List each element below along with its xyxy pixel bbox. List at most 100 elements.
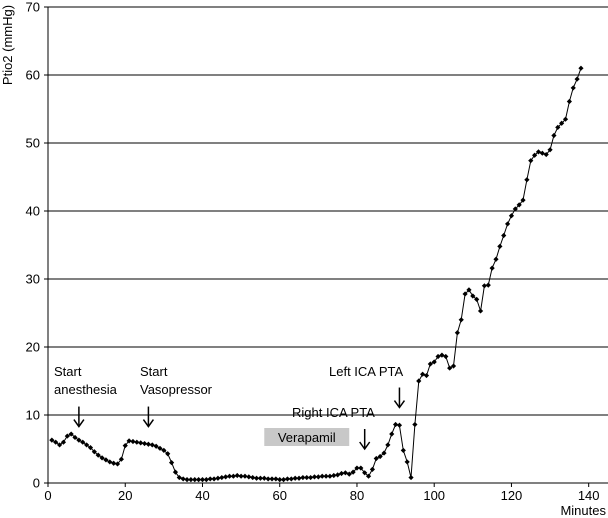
data-point-53 <box>250 474 256 481</box>
start-vasopressor-arrow <box>142 406 155 428</box>
data-point-8 <box>76 437 82 443</box>
data-point-78 <box>346 471 352 477</box>
data-point-60 <box>277 477 283 483</box>
data-point-39 <box>196 477 202 483</box>
data-point-137 <box>574 76 580 82</box>
data-point-64 <box>292 475 298 481</box>
data-point-82 <box>362 470 368 476</box>
data-point-14 <box>99 455 105 461</box>
data-point-49 <box>234 472 240 479</box>
start-anesthesia-arrow <box>73 406 85 428</box>
data-point-20 <box>122 443 128 449</box>
data-point-67 <box>304 474 310 481</box>
data-point-38 <box>192 477 198 483</box>
x-tick-label-100: 100 <box>423 488 445 503</box>
data-point-46 <box>223 474 229 480</box>
data-point-66 <box>300 474 306 481</box>
x-axis-title: Minutes <box>560 503 606 518</box>
data-point-89 <box>389 431 395 437</box>
y-tick-label-40: 40 <box>26 204 40 219</box>
data-point-126 <box>532 152 538 158</box>
data-point-36 <box>184 477 190 483</box>
data-point-92 <box>400 447 406 453</box>
data-point-95 <box>412 421 418 428</box>
data-point-37 <box>188 477 194 483</box>
data-point-72 <box>323 473 329 479</box>
data-point-117 <box>497 243 503 249</box>
data-point-10 <box>84 442 90 448</box>
start-vasopressor-label-line2: Vasopressor <box>140 382 213 397</box>
y-tick-label-0: 0 <box>33 476 40 491</box>
data-point-54 <box>253 475 260 481</box>
data-point-138 <box>578 65 584 71</box>
left-ica-pta-arrow <box>393 387 406 409</box>
data-point-59 <box>273 476 279 482</box>
data-point-45 <box>219 474 225 481</box>
y-tick-label-60: 60 <box>26 68 40 83</box>
data-point-12 <box>91 449 97 455</box>
data-point-100 <box>431 359 437 365</box>
data-point-81 <box>358 465 364 471</box>
right-ica-pta-arrow <box>359 429 371 451</box>
data-point-3 <box>56 442 63 448</box>
ptio2-series <box>49 65 584 483</box>
data-point-2 <box>53 439 59 445</box>
data-point-94 <box>408 474 414 481</box>
data-point-107 <box>458 317 464 323</box>
data-point-7 <box>72 434 78 441</box>
data-point-62 <box>284 476 291 482</box>
data-point-52 <box>246 474 252 480</box>
data-point-135 <box>566 98 572 105</box>
data-point-104 <box>447 365 453 371</box>
annotations: Verapamil Start anesthesia Start Vasopre… <box>54 364 406 451</box>
data-point-22 <box>130 438 136 445</box>
event-arrows <box>73 387 406 451</box>
y-axis-ticks: 0 10 20 30 40 50 60 70 <box>26 0 48 491</box>
data-point-112 <box>477 308 484 314</box>
data-point-17 <box>111 460 117 466</box>
data-point-90 <box>392 421 399 428</box>
data-point-63 <box>288 476 294 482</box>
data-point-98 <box>423 372 430 379</box>
data-point-56 <box>261 475 267 481</box>
x-tick-label-60: 60 <box>272 488 286 503</box>
data-point-128 <box>539 150 545 156</box>
data-point-130 <box>547 147 553 153</box>
data-point-80 <box>354 465 360 471</box>
data-point-21 <box>126 438 132 444</box>
data-point-26 <box>145 441 152 447</box>
data-point-134 <box>562 116 569 122</box>
data-point-24 <box>138 440 144 446</box>
data-point-69 <box>311 474 318 480</box>
data-point-23 <box>134 439 140 445</box>
data-point-30 <box>161 447 167 453</box>
x-axis-ticks: 0 20 40 60 80 100 120 140 <box>44 483 600 503</box>
data-point-87 <box>381 450 387 456</box>
data-point-132 <box>555 124 561 130</box>
data-point-136 <box>570 85 576 91</box>
y-tick-label-20: 20 <box>26 340 40 355</box>
data-point-74 <box>331 472 337 479</box>
data-point-124 <box>524 177 530 183</box>
data-point-47 <box>226 473 233 479</box>
data-point-84 <box>369 466 376 472</box>
horizontal-gridlines <box>48 6 608 416</box>
data-point-28 <box>153 443 159 449</box>
data-point-71 <box>319 473 325 479</box>
data-point-41 <box>203 477 209 483</box>
data-point-96 <box>416 378 422 384</box>
data-point-19 <box>118 456 124 462</box>
data-point-131 <box>551 132 557 139</box>
data-point-129 <box>543 151 549 158</box>
data-point-5 <box>64 433 70 439</box>
data-point-65 <box>296 475 302 481</box>
data-point-108 <box>462 291 468 297</box>
data-point-83 <box>365 473 372 479</box>
data-point-79 <box>350 469 356 475</box>
data-point-42 <box>207 476 213 482</box>
x-tick-label-20: 20 <box>118 488 132 503</box>
data-point-123 <box>520 197 526 203</box>
data-point-102 <box>439 352 445 358</box>
y-tick-label-30: 30 <box>26 272 40 287</box>
data-point-40 <box>199 477 206 483</box>
